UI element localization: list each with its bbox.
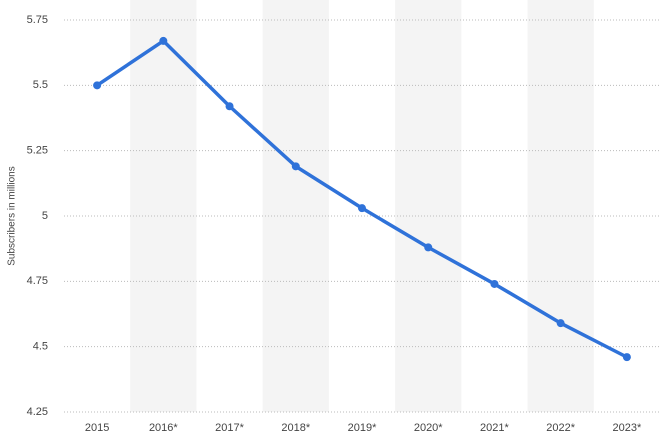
y-tick-label: 5.75 bbox=[27, 14, 48, 26]
y-tick-label: 4.75 bbox=[27, 275, 48, 287]
column-band bbox=[262, 0, 329, 412]
column-band bbox=[395, 0, 462, 412]
point bbox=[358, 204, 366, 213]
column-band bbox=[130, 0, 197, 412]
point bbox=[556, 319, 565, 328]
y-tick-label: 5.5 bbox=[33, 79, 48, 91]
point bbox=[424, 243, 433, 252]
y-tick-label: 4.25 bbox=[27, 406, 48, 418]
x-tick-label: 2023* bbox=[613, 422, 642, 434]
x-tick-label: 2018* bbox=[281, 422, 310, 434]
y-tick-label: 5 bbox=[42, 210, 48, 222]
x-tick-label: 2022* bbox=[546, 422, 575, 434]
y-tick-label: 5.25 bbox=[27, 145, 48, 157]
x-tick-label: 2019* bbox=[348, 422, 377, 434]
x-tick-label: 2017* bbox=[215, 422, 244, 434]
y-axis-label: Subscribers in millions bbox=[7, 166, 18, 265]
point bbox=[225, 102, 234, 111]
x-tick-label: 2021* bbox=[480, 422, 509, 434]
point bbox=[159, 36, 168, 45]
point bbox=[490, 279, 499, 288]
point bbox=[291, 162, 300, 171]
column-band bbox=[527, 0, 594, 412]
point bbox=[93, 81, 102, 90]
point bbox=[622, 353, 631, 362]
y-tick-label: 4.5 bbox=[33, 341, 48, 353]
x-tick-label: 2020* bbox=[414, 422, 443, 434]
x-tick-label: 2016* bbox=[149, 422, 178, 434]
x-tick-label: 2015 bbox=[85, 422, 109, 434]
